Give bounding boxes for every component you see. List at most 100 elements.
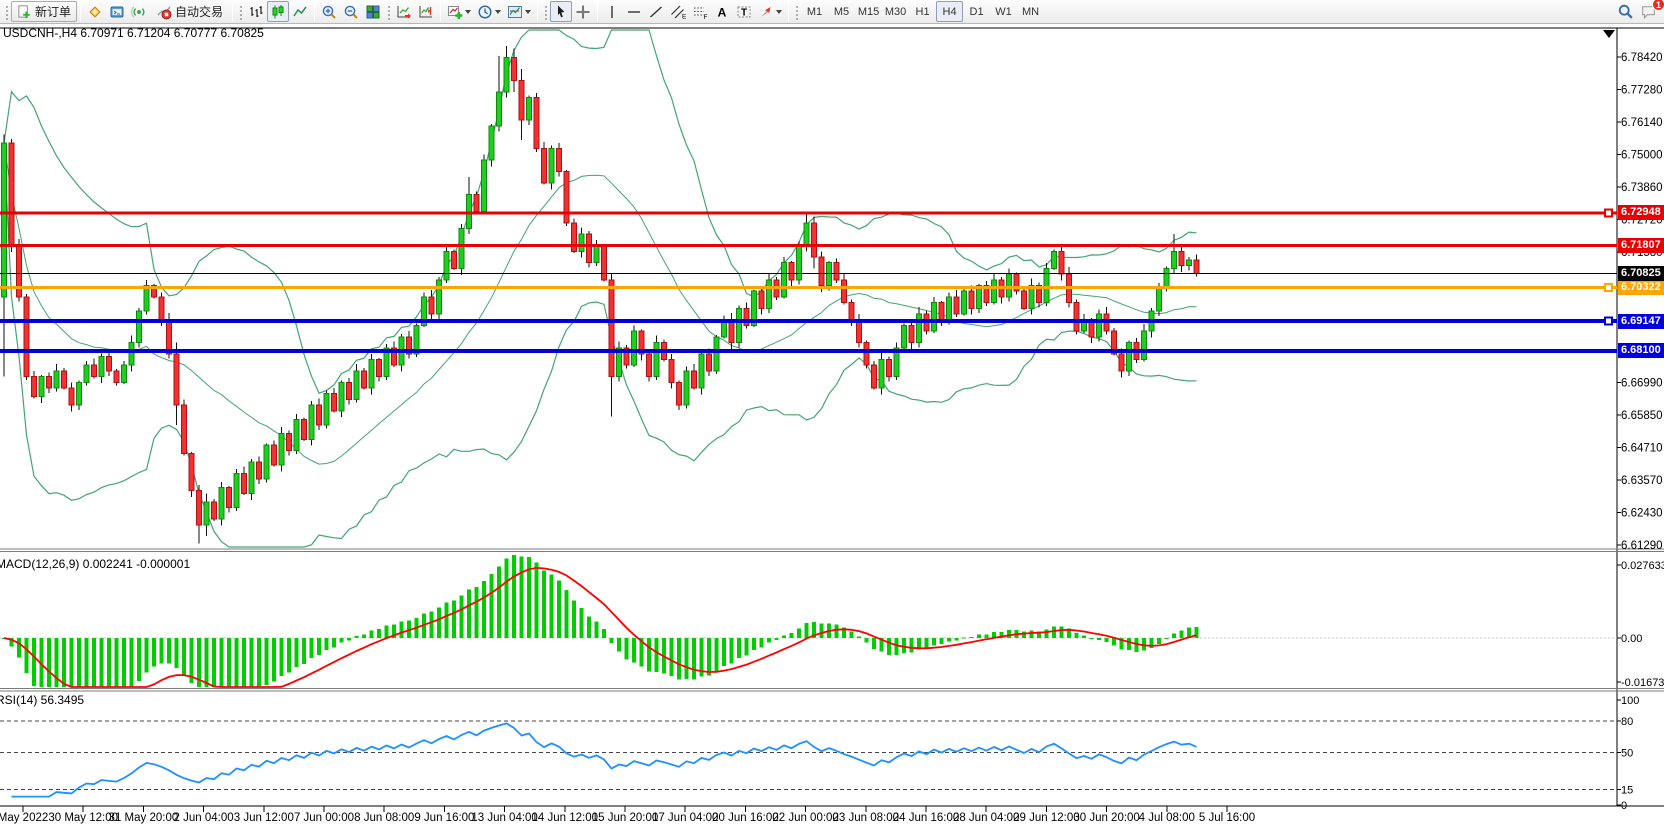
text-label-button[interactable]: T: [733, 1, 755, 22]
templates-button[interactable]: [504, 1, 534, 22]
crosshair-button[interactable]: [572, 1, 594, 22]
signals-button[interactable]: [128, 1, 150, 22]
macd-histogram-bar: [219, 638, 224, 687]
autotrading-button[interactable]: 自动交易: [150, 1, 229, 22]
macd-histogram-bar: [497, 566, 501, 638]
bear-candle: [301, 418, 307, 440]
zoom-out-button[interactable]: [340, 1, 362, 22]
trendline-button[interactable]: [645, 1, 667, 22]
toolbar-separator: [80, 2, 82, 21]
periods-clock-icon: [478, 4, 492, 19]
metaeditor-button[interactable]: [106, 1, 128, 22]
vertical-line-icon: [611, 5, 613, 18]
bull-candle: [481, 159, 487, 212]
bear-candle: [1193, 259, 1200, 274]
bull-candle: [503, 57, 510, 93]
cursor-button[interactable]: [550, 1, 573, 22]
horizontal-line-button[interactable]: [623, 1, 645, 22]
bull-candle: [961, 290, 967, 315]
price-tick-label: 6.61290: [1621, 540, 1663, 552]
timeframe-button-h1[interactable]: H1: [915, 5, 930, 18]
timeframe-button-mn[interactable]: MN: [1021, 5, 1040, 18]
bull-candle: [991, 279, 997, 304]
bear-candle: [316, 404, 322, 426]
chart-shift-button[interactable]: [415, 1, 437, 22]
macd-histogram-bar: [1127, 638, 1131, 651]
macd-histogram-bar: [47, 638, 51, 687]
levels-layer[interactable]: [0, 208, 1617, 353]
macd-histogram-bar: [1059, 626, 1064, 638]
vertical-line-button[interactable]: [601, 1, 623, 22]
bear-candle: [1013, 273, 1020, 292]
timeframe-button-d1[interactable]: D1: [969, 5, 984, 18]
zoom-in-button[interactable]: [318, 1, 340, 22]
candlestick-chart-button[interactable]: [267, 1, 290, 22]
fibonacci-button[interactable]: F: [689, 1, 711, 22]
macd-histogram-bar: [1022, 631, 1026, 638]
bull-candle: [136, 310, 142, 343]
horizontal-line-icon: [628, 10, 641, 13]
timeframe-button-w1[interactable]: W1: [995, 5, 1012, 18]
periods-button[interactable]: [474, 1, 504, 22]
macd-histogram-bar: [617, 638, 621, 652]
bear-candle: [886, 359, 892, 378]
arrows-button[interactable]: [755, 1, 785, 22]
macd-histogram-bar: [594, 621, 599, 638]
chart-area[interactable]: 6.78420 6.77280 6.76140 6.75000 6.73860 6.727…: [0, 24, 1664, 832]
timeframe-button-m15[interactable]: M15: [857, 5, 880, 18]
zoom-out-icon: [344, 5, 358, 19]
bull-candle: [248, 461, 255, 494]
time-axis-label: 2 Jun 04:00: [174, 812, 234, 824]
bull-candle: [203, 501, 210, 526]
macd-histogram-bar: [54, 638, 59, 687]
macd-histogram-bar: [624, 638, 629, 660]
bar-chart-button[interactable]: [245, 1, 267, 22]
timeframe-button-m1[interactable]: M1: [806, 5, 823, 18]
search-button[interactable]: [1614, 1, 1637, 22]
equidistant-channel-button[interactable]: E: [667, 1, 689, 22]
rsi-line: [11, 722, 1197, 798]
market-watch-button[interactable]: [84, 1, 106, 22]
macd-histogram-bar: [857, 636, 861, 638]
notifications-button[interactable]: 1: [1637, 0, 1664, 22]
timeframe-button-m5[interactable]: M5: [833, 5, 850, 18]
macd-histogram-bar: [752, 638, 756, 651]
time-axis-label: May 2022: [0, 812, 48, 824]
bear-candle: [181, 404, 187, 455]
macd-histogram-bar: [189, 638, 194, 684]
candles-layer: [1, 46, 1200, 544]
auto-scroll-button[interactable]: [393, 1, 415, 22]
new-order-button[interactable]: 新订单: [11, 1, 78, 22]
price-tick-label: 6.73860: [1621, 182, 1663, 194]
macd-histogram-bar: [77, 638, 81, 687]
toolbar-separator: [314, 2, 316, 21]
macd-histogram-bar: [339, 638, 344, 643]
macd-histogram-bar: [887, 638, 891, 656]
tile-windows-button[interactable]: [362, 1, 384, 22]
bear-candle: [1021, 290, 1027, 309]
macd-histogram-bar: [744, 638, 749, 656]
timeframe-button-m30[interactable]: M30: [884, 5, 907, 18]
bear-candle: [331, 393, 337, 412]
macd-tick-label: -0.016736: [1621, 677, 1664, 689]
text-button[interactable]: A: [711, 1, 733, 22]
trendline-icon: [650, 5, 663, 18]
bear-candle: [391, 347, 397, 366]
market-watch-icon: [89, 5, 101, 18]
toolbar-grip: [386, 3, 392, 20]
time-axis-label: 8 Jun 08:00: [354, 812, 414, 824]
timeframe-button-h4[interactable]: H4: [936, 1, 964, 22]
macd-histogram-bar: [1142, 638, 1146, 651]
price-tick-label: 6.66990: [1621, 378, 1663, 390]
chart-background: [0, 27, 1664, 807]
macd-histogram-bar: [429, 611, 434, 638]
macd-histogram-bar: [1112, 638, 1116, 646]
chart-canvas[interactable]: 6.784206.772806.761406.750006.738606.727…: [0, 24, 1664, 832]
bear-candle: [1118, 353, 1125, 372]
bear-candle: [23, 296, 30, 378]
bear-candle: [608, 279, 615, 378]
line-chart-button[interactable]: [289, 1, 311, 22]
chart-shift-marker[interactable]: [1603, 30, 1615, 38]
rsi-tick-label: 0: [1621, 800, 1627, 812]
add-indicator-button[interactable]: [444, 1, 474, 22]
